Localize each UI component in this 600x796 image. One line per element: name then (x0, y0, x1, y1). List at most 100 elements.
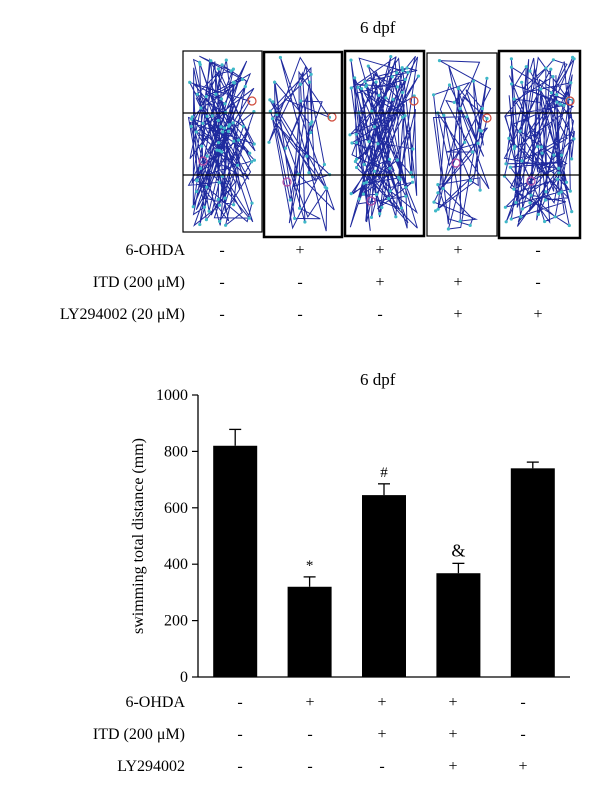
track-point (220, 63, 224, 67)
significance-label: # (380, 465, 388, 481)
track-point (543, 219, 547, 224)
track-point (555, 93, 559, 97)
track-point (217, 141, 221, 145)
chart-sign: - (307, 758, 313, 775)
track-point (250, 201, 254, 205)
chart-sign: - (307, 726, 313, 743)
track-point (544, 190, 548, 194)
track-point (387, 197, 391, 201)
track-point (229, 69, 233, 73)
track-point (557, 192, 561, 196)
track-point (434, 209, 438, 213)
track-point (405, 66, 409, 70)
track-point (222, 126, 226, 130)
chart-sign: + (448, 726, 458, 743)
track-point (519, 215, 523, 219)
track-point (377, 93, 381, 97)
track-point (539, 145, 544, 149)
track-point (283, 146, 288, 150)
track-point (441, 186, 445, 191)
track-point (357, 197, 361, 201)
track-point (205, 154, 209, 158)
track-point (307, 80, 312, 84)
track-point (353, 76, 357, 80)
track-point (348, 133, 352, 137)
chart-sign: - (379, 758, 385, 775)
track-point (536, 145, 540, 149)
track-point (248, 151, 252, 155)
track-point (356, 85, 360, 89)
track-point (518, 129, 522, 133)
tracks-sign: - (535, 274, 541, 291)
track-point (436, 183, 440, 187)
track-point (570, 210, 574, 214)
track-point (372, 169, 377, 173)
track-point (479, 129, 483, 133)
tracks-sign: + (453, 242, 463, 259)
track-point (551, 58, 556, 62)
start-marker-icon (409, 96, 419, 106)
chart-sign: - (520, 694, 526, 711)
track-point (552, 153, 556, 157)
track-point (361, 192, 365, 196)
start-marker-icon (565, 96, 575, 106)
track-point (562, 103, 566, 107)
track-point (398, 177, 402, 182)
track-point (223, 196, 227, 200)
track-point (219, 125, 223, 129)
track-point (432, 200, 436, 204)
tracks-sign: - (377, 306, 383, 323)
track-point (403, 114, 407, 118)
track-point (252, 142, 256, 146)
track-point (231, 67, 235, 71)
well-border (426, 52, 498, 237)
track-point (367, 139, 371, 144)
track-point (195, 178, 199, 182)
track-point (509, 57, 513, 61)
y-tick-label: 600 (164, 500, 188, 517)
track-point (224, 223, 228, 227)
track-point (514, 201, 518, 205)
track-point (528, 201, 532, 205)
track-point (224, 58, 228, 62)
track-point (214, 92, 218, 96)
track-point (198, 60, 202, 64)
track-point (512, 97, 516, 101)
track-point (555, 100, 559, 104)
track-point (503, 205, 507, 209)
track-point (388, 189, 392, 193)
track-point (308, 122, 313, 126)
track-point (376, 142, 380, 146)
track-path (187, 55, 256, 227)
track-point (349, 58, 353, 62)
track-point (360, 87, 364, 91)
track-well-5 (497, 49, 582, 240)
track-point (354, 132, 358, 136)
tracks-sign: + (375, 274, 385, 291)
y-tick-label: 200 (164, 613, 188, 630)
track-point (485, 116, 489, 121)
track-path (268, 56, 335, 232)
track-point (275, 112, 279, 116)
well-border (182, 50, 263, 233)
track-point (572, 137, 576, 141)
track-point (195, 190, 199, 194)
track-point (201, 121, 205, 125)
start-marker-icon (482, 113, 492, 123)
track-point (540, 151, 544, 155)
track-point (288, 198, 292, 202)
track-point (512, 147, 516, 151)
start-marker-icon (247, 96, 257, 106)
well-border (343, 49, 426, 238)
significance-label: & (451, 540, 465, 560)
track-well-2 (262, 50, 344, 239)
track-point (539, 87, 543, 91)
track-point (247, 216, 251, 220)
track-point (370, 109, 374, 113)
track-point (232, 139, 236, 143)
track-point (411, 147, 415, 151)
track-point (528, 69, 532, 73)
track-point (219, 97, 224, 101)
track-point (200, 144, 204, 148)
